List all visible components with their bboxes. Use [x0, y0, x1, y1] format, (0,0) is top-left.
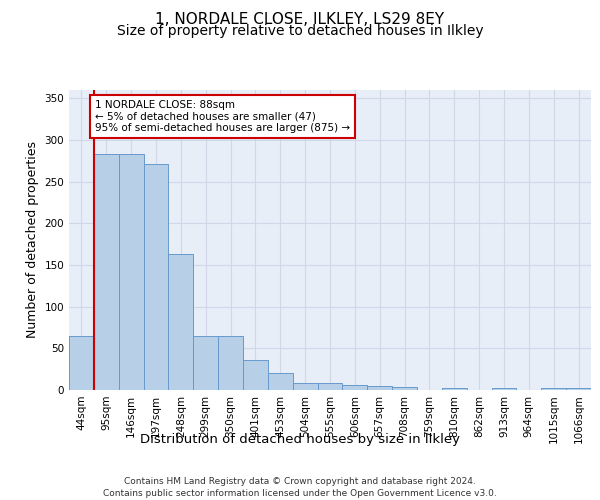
- Bar: [268, 374, 293, 390]
- Text: 1 NORDALE CLOSE: 88sqm
← 5% of detached houses are smaller (47)
95% of semi-deta: 1 NORDALE CLOSE: 88sqm ← 5% of detached …: [95, 100, 350, 133]
- Bar: [119, 154, 143, 390]
- Bar: [367, 386, 392, 390]
- Bar: [343, 385, 367, 390]
- Bar: [293, 382, 317, 390]
- Bar: [243, 360, 268, 390]
- Text: Size of property relative to detached houses in Ilkley: Size of property relative to detached ho…: [116, 24, 484, 38]
- Bar: [392, 386, 417, 390]
- Bar: [541, 388, 566, 390]
- Bar: [218, 336, 243, 390]
- Bar: [169, 254, 193, 390]
- Bar: [69, 336, 94, 390]
- Text: Distribution of detached houses by size in Ilkley: Distribution of detached houses by size …: [140, 432, 460, 446]
- Bar: [566, 388, 591, 390]
- Text: Contains public sector information licensed under the Open Government Licence v3: Contains public sector information licen…: [103, 489, 497, 498]
- Y-axis label: Number of detached properties: Number of detached properties: [26, 142, 39, 338]
- Bar: [442, 388, 467, 390]
- Bar: [193, 336, 218, 390]
- Bar: [491, 388, 517, 390]
- Bar: [317, 382, 343, 390]
- Bar: [143, 164, 169, 390]
- Text: 1, NORDALE CLOSE, ILKLEY, LS29 8EY: 1, NORDALE CLOSE, ILKLEY, LS29 8EY: [155, 12, 445, 28]
- Bar: [94, 154, 119, 390]
- Text: Contains HM Land Registry data © Crown copyright and database right 2024.: Contains HM Land Registry data © Crown c…: [124, 478, 476, 486]
